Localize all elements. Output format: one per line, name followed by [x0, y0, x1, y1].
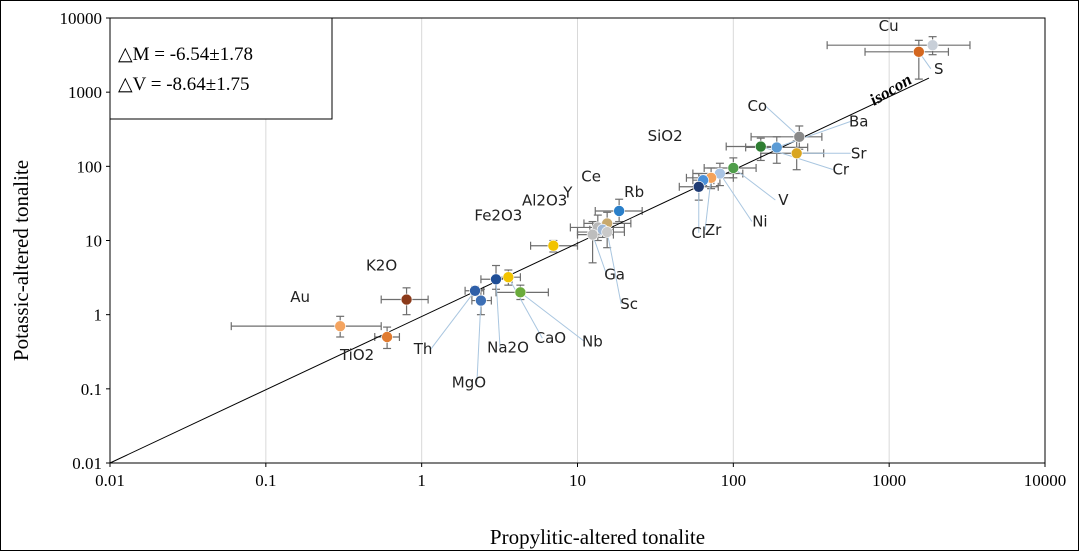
y-tick-label: 0.01	[72, 454, 102, 473]
data-point-th	[469, 284, 481, 297]
data-point-cao	[502, 271, 515, 284]
data-point-rb	[613, 205, 625, 217]
point-label-k2o: K2O	[366, 257, 397, 275]
point-label-rb: Rb	[624, 183, 644, 201]
point-label-ga: Ga	[604, 266, 625, 284]
point-label-al2o3: Al2O3	[522, 192, 567, 210]
data-point-sc	[601, 226, 613, 238]
delta-m-text: △M = -6.54±1.78	[118, 44, 253, 65]
x-axis-title: Propylitic-altered tonalite	[490, 525, 705, 549]
label-leader	[764, 105, 800, 138]
data-point-mgo	[475, 294, 487, 307]
point-label-ba: Ba	[849, 112, 868, 130]
x-tick-label: 0.1	[255, 471, 276, 490]
y-tick-label: 10	[85, 232, 102, 251]
axis-ticks: 0.01 0.1 1 10 100 1000 10000 0.01 0.1 1 10 100 1000 1…	[60, 9, 1067, 490]
data-point-s	[913, 46, 925, 58]
label-leader	[495, 279, 501, 348]
x-tick-label: 1000	[872, 471, 906, 490]
label-leader	[520, 291, 585, 342]
point-label-sc: Sc	[620, 295, 638, 313]
data-point-fe2o3	[547, 239, 560, 252]
point-label-cao: CaO	[535, 329, 566, 347]
grid-layer	[265, 18, 890, 463]
point-label-y: Y	[562, 183, 573, 201]
data-point-k2o	[400, 293, 413, 306]
label-leader	[776, 120, 851, 148]
data-point-ga	[586, 228, 599, 241]
point-label-co: Co	[747, 97, 767, 115]
x-tick-label: 1	[417, 471, 426, 490]
x-tick-label: 10	[569, 471, 586, 490]
label-leader	[430, 290, 476, 350]
point-label-ni: Ni	[752, 213, 767, 231]
point-label-na2o: Na2O	[487, 338, 529, 356]
point-label-cr: Cr	[832, 161, 849, 179]
point-label-sr: Sr	[851, 144, 868, 162]
point-label-tio2: TiO2	[339, 346, 374, 364]
point-label-sio2: SiO2	[648, 127, 683, 145]
point-label-zr: Zr	[705, 221, 722, 239]
data-point-cr	[754, 140, 767, 153]
label-leader	[606, 231, 622, 305]
data-point-na2o	[490, 273, 502, 286]
y-tick-label: 0.1	[81, 380, 102, 399]
point-label-th: Th	[413, 340, 433, 358]
data-point-v	[727, 162, 740, 174]
data-point-au	[334, 320, 346, 332]
x-tick-label: 10000	[1024, 471, 1067, 490]
data-point-tio2	[381, 331, 393, 343]
data-point-sr	[790, 147, 803, 160]
data-point-nb	[514, 286, 527, 299]
point-label-fe2o3: Fe2O3	[474, 207, 522, 225]
x-tick-label: 0.01	[95, 471, 125, 490]
data-point-ba	[770, 141, 783, 154]
equation-box	[109, 17, 333, 120]
data-point-cu	[926, 39, 939, 51]
point-label-ce: Ce	[581, 167, 601, 185]
data-points	[334, 39, 939, 343]
isocon-line	[109, 77, 930, 464]
point-label-v: V	[778, 191, 789, 209]
point-label-au: Au	[290, 288, 310, 306]
point-label-s: S	[934, 60, 944, 78]
point-label-cu: Cu	[879, 17, 899, 35]
label-leader	[719, 173, 753, 222]
label-leader	[733, 167, 776, 201]
label-leader	[507, 276, 543, 339]
label-leader	[704, 177, 712, 230]
point-label-mgo: MgO	[452, 374, 486, 392]
isocon-label: isocon	[866, 70, 915, 110]
x-tick-label: 100	[721, 471, 747, 490]
delta-v-text: △V = -8.64±1.75	[118, 74, 249, 95]
y-tick-label: 10000	[60, 9, 103, 28]
label-leader	[476, 300, 482, 383]
data-point-co	[793, 131, 806, 143]
data-point-cl	[692, 180, 705, 193]
error-bars	[230, 36, 971, 350]
y-tick-label: 100	[77, 157, 103, 176]
label-leader	[592, 234, 608, 275]
y-tick-label: 1000	[68, 83, 102, 102]
y-axis-title: Potassic-altered tonalite	[9, 160, 33, 361]
y-tick-label: 1	[94, 306, 103, 325]
point-label-cl: Cl	[691, 224, 706, 242]
point-label-nb: Nb	[582, 332, 603, 350]
